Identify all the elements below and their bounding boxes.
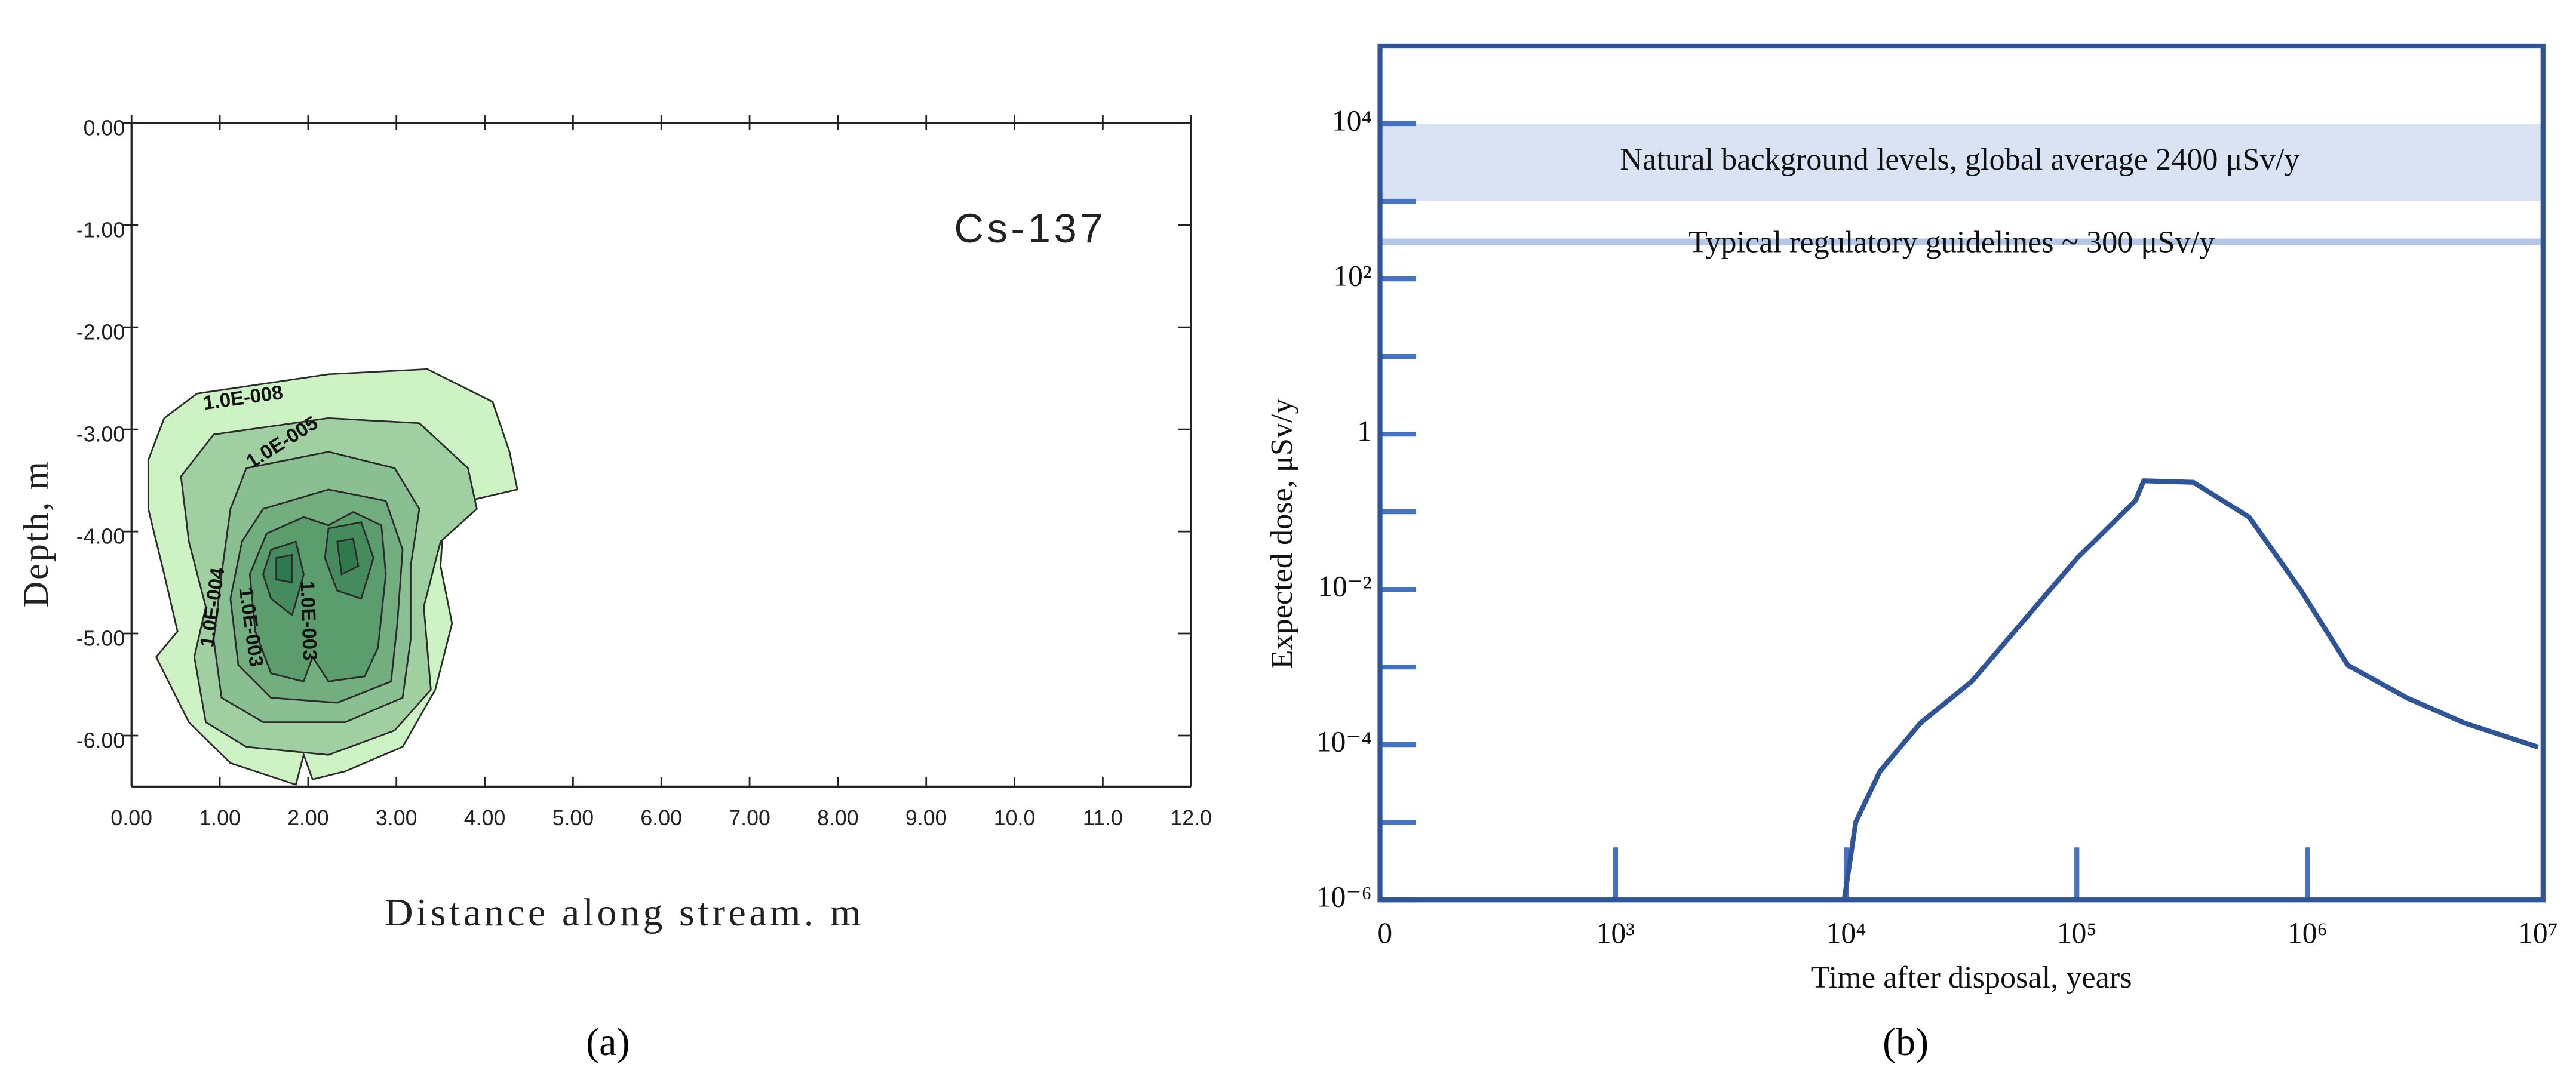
x-tick-label: 0 bbox=[1377, 916, 1392, 949]
y-tick-label: -4.00 bbox=[76, 525, 125, 549]
x-tick-label: 5.00 bbox=[552, 806, 594, 830]
contour-label: 1.0E-003 bbox=[296, 580, 321, 661]
x-tick-label: 11.0 bbox=[1083, 806, 1123, 830]
x-tick-label: 12.0 bbox=[1170, 806, 1212, 830]
contour-region bbox=[275, 553, 293, 584]
x-tick-label: 6.00 bbox=[640, 806, 682, 830]
x-tick-label: 7.00 bbox=[729, 806, 770, 830]
y-tick-label: -2.00 bbox=[76, 321, 125, 344]
x-tick-label: 10³ bbox=[1596, 916, 1635, 949]
x-tick-label: 4.00 bbox=[464, 806, 506, 830]
x-tick-label: 10⁵ bbox=[2057, 916, 2097, 949]
x-tick-label: 10⁶ bbox=[2288, 916, 2328, 949]
x-axis-title: Distance along stream. m bbox=[385, 891, 864, 934]
x-tick-label: 10⁴ bbox=[1826, 916, 1866, 949]
y-tick-label: 1 bbox=[1357, 414, 1372, 447]
regulatory-label: Typical regulatory guidelines ~ 300 μSv/… bbox=[1688, 225, 2215, 260]
x-tick-label: 10⁷ bbox=[2518, 916, 2558, 949]
y-tick-label: 10⁻² bbox=[1318, 570, 1371, 602]
caption: (b) bbox=[1883, 1020, 1929, 1064]
x-tick-label: 1.00 bbox=[199, 806, 241, 830]
y-tick-label: -6.00 bbox=[76, 728, 125, 752]
y-tick-label: 10² bbox=[1333, 259, 1371, 292]
y-tick-label: -5.00 bbox=[76, 626, 125, 650]
y-tick-label: -1.00 bbox=[76, 219, 125, 242]
y-axis-title: Depth, m bbox=[16, 460, 56, 607]
y-tick-label: 10⁴ bbox=[1332, 104, 1372, 137]
x-tick-label: 9.00 bbox=[905, 806, 947, 830]
background-band bbox=[1380, 124, 2543, 202]
x-tick-label: 0.00 bbox=[110, 806, 152, 830]
y-tick-label: 10⁻⁴ bbox=[1316, 725, 1372, 758]
y-tick-label: 10⁻⁶ bbox=[1316, 881, 1372, 913]
annotation: Cs-137 bbox=[954, 205, 1106, 251]
y-tick-label: 0.00 bbox=[84, 116, 125, 140]
y-axis-title: Expected dose, μSv/y bbox=[1264, 398, 1299, 669]
x-axis-title: Time after disposal, years bbox=[1811, 960, 2132, 995]
dose-curve bbox=[1841, 478, 2539, 900]
plot-frame bbox=[1377, 43, 2546, 903]
band-label: Natural background levels, global averag… bbox=[1620, 142, 2299, 177]
y-tick-label: -3.00 bbox=[76, 423, 125, 447]
x-tick-label: 8.00 bbox=[817, 806, 859, 830]
contour-region bbox=[336, 537, 360, 576]
caption: (a) bbox=[586, 1020, 630, 1064]
x-tick-label: 2.00 bbox=[287, 806, 329, 830]
x-tick-label: 3.00 bbox=[376, 806, 417, 830]
x-tick-label: 10.0 bbox=[994, 806, 1036, 830]
